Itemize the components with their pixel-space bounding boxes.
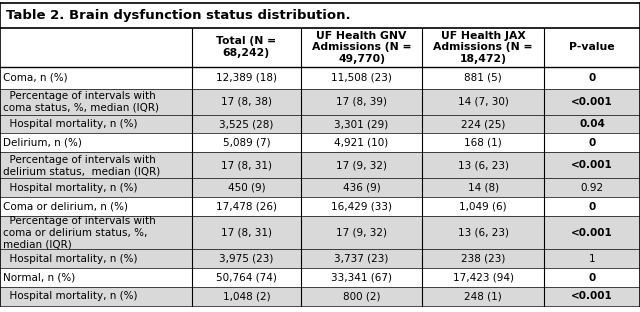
Text: 33,341 (67): 33,341 (67) bbox=[331, 272, 392, 283]
Text: Percentage of intervals with
delirium status,  median (IQR): Percentage of intervals with delirium st… bbox=[3, 154, 161, 176]
Bar bbox=[0, 287, 640, 306]
Text: 0: 0 bbox=[588, 73, 596, 83]
Text: 168 (1): 168 (1) bbox=[465, 138, 502, 148]
Bar bbox=[0, 152, 640, 178]
Text: Normal, n (%): Normal, n (%) bbox=[3, 272, 76, 283]
Bar bbox=[0, 249, 640, 268]
Text: 17 (9, 32): 17 (9, 32) bbox=[336, 228, 387, 238]
Text: 13 (6, 23): 13 (6, 23) bbox=[458, 160, 509, 170]
Bar bbox=[0, 178, 640, 197]
Bar bbox=[0, 89, 640, 115]
Text: 17 (9, 32): 17 (9, 32) bbox=[336, 160, 387, 170]
Text: 11,508 (23): 11,508 (23) bbox=[331, 73, 392, 83]
Text: Delirium, n (%): Delirium, n (%) bbox=[3, 138, 82, 148]
Text: 16,429 (33): 16,429 (33) bbox=[331, 202, 392, 212]
Text: 0: 0 bbox=[588, 202, 596, 212]
Text: 1: 1 bbox=[589, 254, 595, 264]
Text: Hospital mortality, n (%): Hospital mortality, n (%) bbox=[3, 291, 138, 301]
Text: Hospital mortality, n (%): Hospital mortality, n (%) bbox=[3, 254, 138, 264]
Text: 248 (1): 248 (1) bbox=[465, 291, 502, 301]
Text: 1,048 (2): 1,048 (2) bbox=[223, 291, 270, 301]
Text: 0: 0 bbox=[588, 138, 596, 148]
Text: 5,089 (7): 5,089 (7) bbox=[223, 138, 270, 148]
Bar bbox=[0, 115, 640, 134]
Text: <0.001: <0.001 bbox=[571, 291, 613, 301]
Text: 12,389 (18): 12,389 (18) bbox=[216, 73, 277, 83]
Text: 17 (8, 39): 17 (8, 39) bbox=[336, 97, 387, 107]
Text: UF Health JAX
Admissions (N =
18,472): UF Health JAX Admissions (N = 18,472) bbox=[433, 31, 533, 64]
Text: Total (N =
68,242): Total (N = 68,242) bbox=[216, 37, 276, 58]
Text: Table 2. Brain dysfunction status distribution.: Table 2. Brain dysfunction status distri… bbox=[6, 9, 351, 22]
Text: Hospital mortality, n (%): Hospital mortality, n (%) bbox=[3, 183, 138, 193]
Text: 0: 0 bbox=[588, 272, 596, 283]
Text: 13 (6, 23): 13 (6, 23) bbox=[458, 228, 509, 238]
Text: <0.001: <0.001 bbox=[571, 228, 613, 238]
Text: Percentage of intervals with
coma status, %, median (IQR): Percentage of intervals with coma status… bbox=[3, 91, 159, 112]
Text: 3,737 (23): 3,737 (23) bbox=[335, 254, 388, 264]
Text: 436 (9): 436 (9) bbox=[343, 183, 380, 193]
Text: 3,301 (29): 3,301 (29) bbox=[335, 119, 388, 129]
Text: 0.04: 0.04 bbox=[579, 119, 605, 129]
Text: 17,423 (94): 17,423 (94) bbox=[452, 272, 514, 283]
Text: Coma, n (%): Coma, n (%) bbox=[3, 73, 68, 83]
Text: 4,921 (10): 4,921 (10) bbox=[335, 138, 388, 148]
Text: 3,525 (28): 3,525 (28) bbox=[220, 119, 273, 129]
Text: 238 (23): 238 (23) bbox=[461, 254, 506, 264]
Text: P-value: P-value bbox=[569, 42, 615, 52]
Text: 17 (8, 38): 17 (8, 38) bbox=[221, 97, 272, 107]
Text: Hospital mortality, n (%): Hospital mortality, n (%) bbox=[3, 119, 138, 129]
Text: 50,764 (74): 50,764 (74) bbox=[216, 272, 277, 283]
Text: 14 (8): 14 (8) bbox=[468, 183, 499, 193]
Text: 1,049 (6): 1,049 (6) bbox=[460, 202, 507, 212]
Bar bbox=[0, 28, 640, 67]
Text: 224 (25): 224 (25) bbox=[461, 119, 506, 129]
Text: 450 (9): 450 (9) bbox=[228, 183, 265, 193]
Text: 3,975 (23): 3,975 (23) bbox=[220, 254, 273, 264]
Text: 0.92: 0.92 bbox=[580, 183, 604, 193]
Text: 800 (2): 800 (2) bbox=[343, 291, 380, 301]
Text: Percentage of intervals with
coma or delirium status, %,
median (IQR): Percentage of intervals with coma or del… bbox=[3, 216, 156, 249]
Text: Coma or delirium, n (%): Coma or delirium, n (%) bbox=[3, 202, 128, 212]
Text: 17 (8, 31): 17 (8, 31) bbox=[221, 160, 272, 170]
Bar bbox=[0, 216, 640, 249]
Text: UF Health GNV
Admissions (N =
49,770): UF Health GNV Admissions (N = 49,770) bbox=[312, 31, 412, 64]
Text: 17,478 (26): 17,478 (26) bbox=[216, 202, 277, 212]
Text: 14 (7, 30): 14 (7, 30) bbox=[458, 97, 509, 107]
Text: 17 (8, 31): 17 (8, 31) bbox=[221, 228, 272, 238]
Text: <0.001: <0.001 bbox=[571, 160, 613, 170]
Text: 881 (5): 881 (5) bbox=[465, 73, 502, 83]
Text: <0.001: <0.001 bbox=[571, 97, 613, 107]
